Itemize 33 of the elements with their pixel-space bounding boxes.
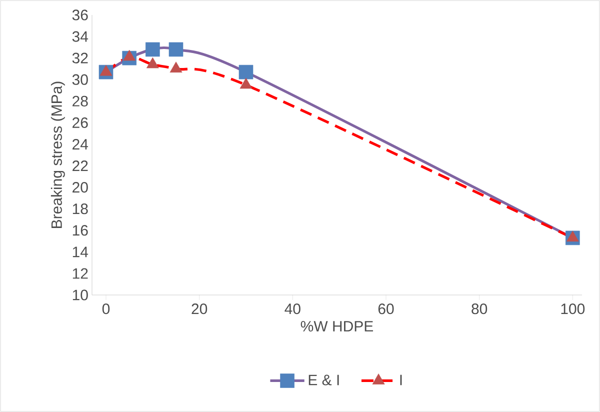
y-axis-title: Breaking stress (MPa) (50, 82, 65, 228)
y-tick-label: 28 (72, 96, 88, 106)
point (566, 230, 579, 242)
y-tick-label: 32 (72, 52, 88, 64)
y-tick-label: 14 (72, 246, 88, 258)
y-tick-label: 22 (72, 160, 88, 171)
x-axis-title: %W HDPE (300, 321, 374, 332)
legend-label: I (400, 374, 402, 386)
y-tick-label: 20 (72, 182, 88, 193)
point (168, 42, 184, 57)
y-tick-label: 18 (72, 204, 88, 214)
y-tick-label: 24 (72, 138, 88, 150)
y-tick-label: 26 (72, 117, 88, 128)
point (238, 64, 254, 80)
point (146, 42, 160, 57)
x-tick-label: 80 (472, 304, 488, 314)
y-tick-label: 30 (72, 74, 88, 85)
y-tick-label: 12 (72, 268, 88, 279)
y-tick-label: 16 (72, 225, 88, 236)
point (100, 64, 112, 76)
x-tick-label: 20 (192, 304, 208, 314)
x-tick-label: 100 (561, 304, 585, 314)
y-tick-label: 36 (72, 10, 88, 20)
x-tick-label: 40 (284, 304, 300, 314)
y-tick-label: 34 (72, 31, 88, 42)
point (240, 78, 252, 89)
point (146, 57, 159, 68)
point (123, 50, 136, 61)
x-tick-label: 60 (378, 304, 394, 314)
point (170, 62, 182, 72)
x-tick-label: 0 (102, 304, 110, 314)
y-tick-label: 10 (72, 290, 88, 300)
legend-label: E & I (308, 374, 339, 386)
